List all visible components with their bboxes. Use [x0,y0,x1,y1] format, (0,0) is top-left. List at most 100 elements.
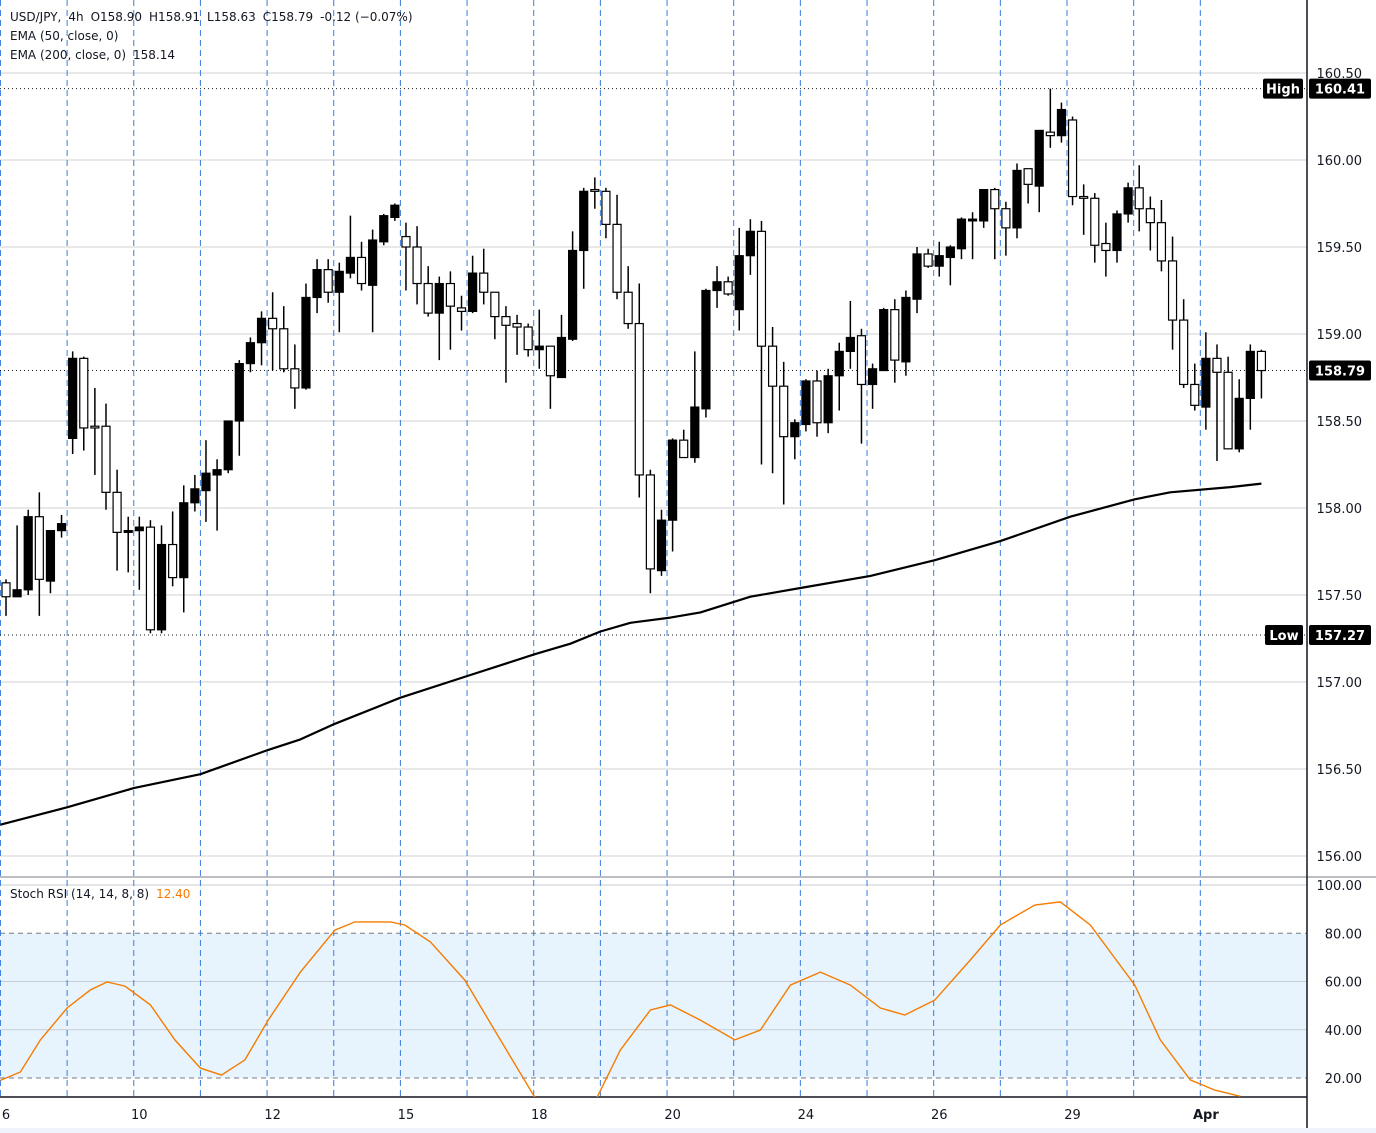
open-value: O158.90 [90,10,143,24]
candle [201,440,211,522]
price-tick-label: 160.50 [1317,67,1363,82]
bull-candle-body [212,469,222,476]
candle [612,194,622,300]
bear-candle-body [1179,319,1189,386]
candle [368,229,378,333]
candle [723,276,733,296]
bull-candle-body [334,270,344,293]
candle [1056,102,1067,143]
candle [967,212,978,260]
stoch-rsi-legend[interactable]: Stoch RSI (14, 14, 8, 8) 12.40 [10,885,197,904]
candle [545,345,555,409]
candle [923,248,933,268]
candle [56,514,67,538]
candle [1190,363,1200,411]
candle [1167,236,1178,350]
bull-candle-body [734,255,744,311]
bull-candle-body [223,420,233,471]
interval[interactable]: 4h [68,10,84,24]
candle [1156,200,1167,272]
bull-candle-body [1234,397,1244,450]
symbol-name[interactable]: USD/JPY, [10,10,62,24]
bull-candle-body [179,502,189,579]
bull-candle-body [801,380,811,426]
bear-candle-body [1090,197,1100,246]
candle [1256,349,1267,399]
bull-candle-body [245,342,256,365]
bear-candle-body [1079,195,1089,199]
candle [323,259,333,303]
candle [534,309,544,369]
candle [890,299,900,383]
candle [456,295,467,331]
bull-candle-body [656,519,667,572]
candle [1045,88,1055,148]
bull-candle-body [534,345,544,351]
ema200-legend[interactable]: EMA (200, close, 0) 158.14 [10,46,182,65]
bear-candle-body [512,322,522,328]
bull-candle-body [234,362,244,422]
candle [701,288,711,418]
bull-candle-body [134,526,144,532]
bull-candle-body [201,472,211,492]
candle [1179,299,1189,388]
candle [434,276,444,361]
candle [68,351,78,455]
candle [279,306,289,373]
candle [745,219,755,275]
candle [656,509,667,576]
price-tick-label: 156.50 [1317,763,1363,778]
candle [679,429,689,459]
bull-candle-body [1056,108,1067,137]
bear-candle-body [545,345,555,377]
bull-candle-body [579,190,589,252]
bear-candle-body [645,474,655,570]
low-label: Low [1269,629,1298,644]
candle [290,344,300,409]
price-tick-label: 158.00 [1317,502,1363,517]
candle [756,220,767,465]
candle [556,314,567,379]
x-tick-label: 15 [398,1108,415,1123]
stoch-band [0,933,1307,1078]
candle [312,259,322,314]
bear-candle-body [1045,131,1055,137]
candle [790,419,800,460]
candle [379,213,389,246]
bull-candle-body [834,350,844,377]
candle [956,217,967,260]
high-label-box [1263,78,1303,99]
candle [412,226,422,305]
bull-candle-body [368,239,378,286]
candle [901,290,911,376]
candle [1123,182,1133,223]
bear-candle-body [1212,357,1222,373]
bear-candle-body [112,491,122,533]
ema50-label: EMA (50, close, 0) [10,29,119,43]
candle [356,241,367,291]
candle [856,328,867,444]
candle [712,266,722,308]
bull-candle-body [979,188,989,222]
candle [268,292,278,371]
candle [990,187,1000,260]
bull-candle-body [468,272,478,312]
candle [90,387,100,475]
bull-candle-body [256,317,267,344]
bull-candle-body [56,523,67,532]
ema50-legend[interactable]: EMA (50, close, 0) [10,27,125,46]
bear-candle-body [168,543,178,579]
bear-candle-body [1001,208,1011,229]
candle [979,188,989,228]
bull-candle-body [379,215,389,243]
bear-candle-body [1223,371,1233,450]
bear-candle-body [679,439,689,459]
bull-candle-body [390,204,400,219]
bull-candle-body [556,336,567,379]
bear-candle-body [1067,119,1078,198]
candle [1234,379,1244,453]
bear-candle-body [1023,168,1033,185]
bull-candle-body [945,246,955,259]
bull-candle-body [1123,187,1133,215]
